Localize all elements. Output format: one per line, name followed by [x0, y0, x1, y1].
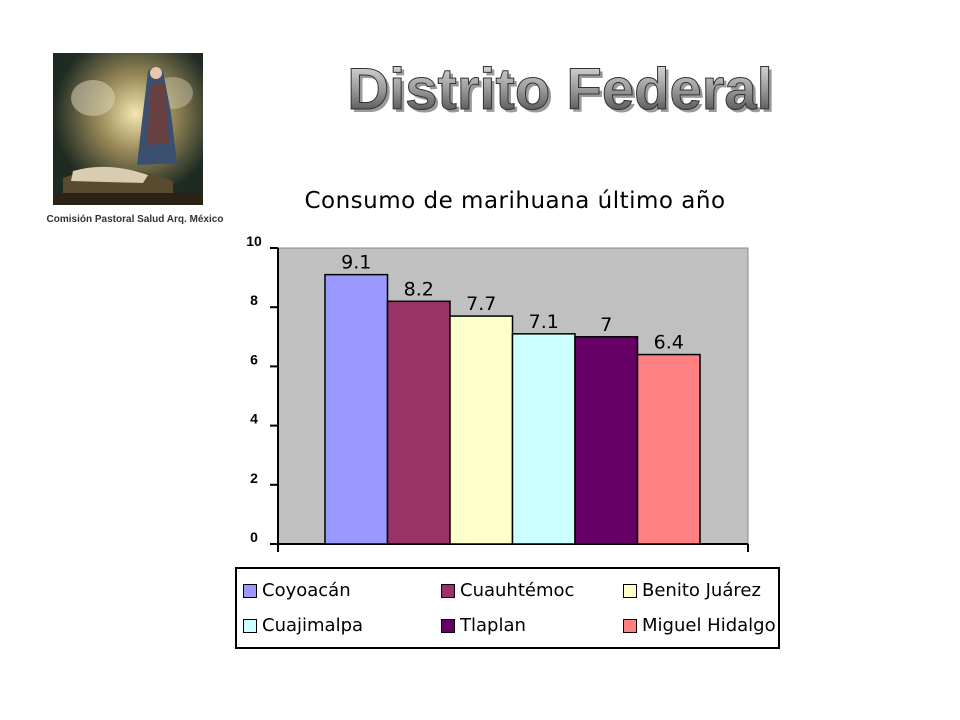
legend-entry: Cuajimalpa: [243, 608, 441, 643]
legend-swatch: [623, 583, 637, 598]
data-label: 9.1: [341, 252, 371, 274]
page-title-shadow: Distrito Federal: [350, 60, 775, 125]
y-tick-label: 10: [246, 233, 262, 249]
legend-label: Benito Juárez: [642, 580, 761, 601]
y-tick-label: 8: [250, 292, 258, 308]
bar-cuauhtémoc: [386, 300, 451, 545]
bar-benito-juárez: [449, 315, 514, 545]
legend-swatch: [243, 618, 257, 633]
bar-chart: 0 2 4 6 8 10 9.1 8.2 7.7 7.1 7 6.4: [246, 233, 749, 552]
bar-cuajimalpa: [511, 333, 576, 545]
page-title: Distrito Federal Distrito Federal: [347, 57, 776, 126]
legend-swatch: [623, 618, 637, 633]
chart-title: Consumo de marihuana último año: [304, 188, 726, 214]
legend-swatch: [441, 618, 455, 633]
logo-caption: Comisión Pastoral Salud Arq. México: [46, 214, 224, 225]
bar-coyoacán: [324, 273, 389, 545]
legend-entry: Coyoacán: [243, 573, 441, 608]
legend-swatch: [441, 583, 455, 598]
data-label: 8.2: [404, 278, 434, 300]
virgin-guadalupe-image: [53, 53, 203, 205]
bar-tlaplan: [574, 336, 639, 545]
legend-label: Miguel Hidalgo: [642, 615, 776, 636]
y-tick-label: 2: [250, 470, 258, 486]
data-label: 6.4: [654, 332, 684, 354]
legend-swatch: [243, 583, 257, 598]
chart-legend: Coyoacán Cuauhtémoc Benito Juárez Cuajimalp…: [235, 567, 780, 649]
legend-entry: Miguel Hidalgo: [623, 608, 788, 643]
legend-entry: Cuauhtémoc: [441, 573, 623, 608]
legend-label: Coyoacán: [262, 580, 351, 601]
legend-label: Cuauhtémoc: [460, 580, 575, 601]
page-title-text: Distrito Federal: [347, 57, 772, 122]
legend-entry: Tlaplan: [441, 608, 623, 643]
legend-label: Tlaplan: [460, 615, 526, 636]
data-label: 7.1: [529, 311, 559, 333]
y-tick-label: 6: [250, 351, 258, 367]
y-tick-label: 0: [250, 529, 258, 545]
y-tick-label: 4: [250, 411, 258, 427]
legend-entry: Benito Juárez: [623, 573, 788, 608]
data-label: 7.7: [466, 293, 496, 315]
bar-miguel-hidalgo: [636, 353, 701, 545]
legend-label: Cuajimalpa: [262, 615, 364, 636]
data-label: 7: [600, 314, 612, 336]
